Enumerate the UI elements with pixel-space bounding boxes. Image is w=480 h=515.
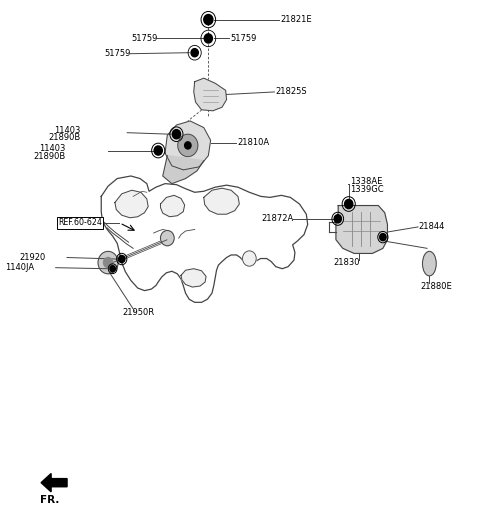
Polygon shape bbox=[163, 156, 204, 184]
Polygon shape bbox=[165, 121, 211, 170]
Polygon shape bbox=[181, 269, 206, 287]
Polygon shape bbox=[115, 190, 148, 218]
Text: 21830: 21830 bbox=[334, 258, 360, 267]
Text: 21890B: 21890B bbox=[34, 152, 66, 161]
Text: 21810A: 21810A bbox=[237, 139, 269, 147]
Polygon shape bbox=[336, 205, 387, 253]
Circle shape bbox=[334, 215, 341, 223]
Ellipse shape bbox=[422, 251, 436, 276]
Polygon shape bbox=[194, 78, 227, 111]
Text: FR.: FR. bbox=[40, 495, 59, 505]
Text: 1338AE: 1338AE bbox=[349, 177, 382, 185]
Text: 21890B: 21890B bbox=[48, 133, 81, 142]
Text: 11403: 11403 bbox=[54, 126, 81, 134]
Text: 51759: 51759 bbox=[131, 34, 157, 43]
Circle shape bbox=[104, 258, 113, 268]
Circle shape bbox=[242, 251, 256, 266]
Circle shape bbox=[110, 266, 115, 272]
Polygon shape bbox=[101, 176, 308, 302]
Circle shape bbox=[172, 130, 180, 139]
Circle shape bbox=[154, 146, 162, 155]
Circle shape bbox=[204, 14, 213, 25]
Text: 21920: 21920 bbox=[19, 253, 45, 262]
Text: REF.60-624: REF.60-624 bbox=[58, 218, 102, 227]
Text: 51759: 51759 bbox=[105, 49, 131, 58]
Text: 1140JA: 1140JA bbox=[5, 263, 34, 272]
Text: 21821E: 21821E bbox=[280, 15, 312, 24]
Text: 21950R: 21950R bbox=[123, 307, 155, 317]
Text: 21844: 21844 bbox=[419, 222, 445, 231]
Text: 1339GC: 1339GC bbox=[349, 185, 383, 194]
Polygon shape bbox=[160, 195, 185, 217]
Circle shape bbox=[191, 48, 198, 57]
Circle shape bbox=[380, 234, 386, 241]
Text: 21872A: 21872A bbox=[262, 214, 294, 224]
Polygon shape bbox=[204, 188, 240, 214]
Text: 21880E: 21880E bbox=[420, 282, 452, 291]
Circle shape bbox=[119, 255, 125, 263]
Text: 51759: 51759 bbox=[230, 34, 257, 43]
Circle shape bbox=[204, 34, 213, 43]
Circle shape bbox=[185, 142, 191, 149]
Circle shape bbox=[160, 231, 174, 246]
Text: 21825S: 21825S bbox=[276, 88, 307, 96]
Text: 11403: 11403 bbox=[39, 145, 66, 153]
Circle shape bbox=[345, 199, 353, 209]
Circle shape bbox=[98, 251, 118, 274]
Circle shape bbox=[178, 134, 198, 157]
Polygon shape bbox=[41, 473, 67, 492]
